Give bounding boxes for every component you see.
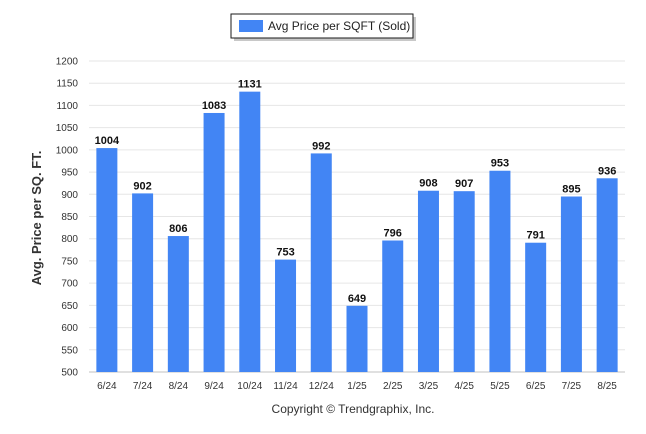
bar	[132, 193, 154, 372]
data-label: 936	[598, 165, 616, 177]
x-tick-label: 7/24	[133, 381, 153, 392]
x-tick-label: 8/25	[597, 381, 617, 392]
y-tick-label: 1100	[56, 101, 78, 112]
data-label: 1083	[202, 100, 226, 112]
y-axis-label: Avg. Price per SQ. FT.	[29, 151, 44, 286]
data-label: 1004	[95, 135, 120, 147]
data-label: 796	[384, 227, 402, 239]
x-tick-label: 6/25	[526, 381, 546, 392]
data-label: 753	[276, 247, 294, 259]
bar	[167, 236, 189, 372]
y-tick-label: 500	[61, 368, 78, 379]
legend-swatch	[239, 20, 263, 32]
y-tick-label: 1150	[56, 79, 78, 90]
data-label: 806	[169, 223, 187, 235]
bar	[489, 170, 511, 372]
bar	[346, 305, 368, 372]
data-labels: 1004 902 806 1083 1131 753 992 649 796 908 907 953 7…	[95, 79, 617, 305]
y-tick-label: 700	[61, 279, 78, 290]
data-label: 902	[133, 180, 151, 192]
bar	[417, 190, 439, 372]
bar	[453, 191, 475, 372]
y-tick-label: 650	[61, 301, 78, 312]
bars	[96, 91, 618, 373]
data-label: 895	[562, 184, 580, 196]
legend-label: Avg Price per SQFT (Sold)	[268, 19, 410, 33]
data-label: 992	[312, 140, 330, 152]
y-tick-label: 850	[61, 212, 78, 223]
y-tick-label: 1200	[56, 57, 79, 68]
bar	[275, 259, 297, 372]
y-tick-label: 550	[61, 345, 78, 356]
bar	[239, 91, 261, 373]
bar	[596, 178, 618, 372]
legend: Avg Price per SQFT (Sold)	[230, 13, 416, 41]
x-tick-label: 10/24	[237, 381, 262, 392]
data-label: 649	[348, 293, 366, 305]
y-tick-label: 900	[61, 190, 78, 201]
x-tick-label: 8/24	[169, 381, 189, 392]
data-label: 1131	[238, 79, 262, 91]
x-tick-label: 3/25	[419, 381, 439, 392]
y-tick-label: 950	[61, 168, 78, 179]
x-tick-label: 9/24	[204, 381, 224, 392]
data-label: 791	[526, 230, 544, 242]
y-tick-label: 1000	[56, 145, 79, 156]
x-tick-label: 4/25	[454, 381, 474, 392]
copyright-footer: Copyright © Trendgraphix, Inc.	[272, 402, 435, 416]
x-tick-label: 6/24	[97, 381, 117, 392]
bar	[203, 112, 225, 372]
bar	[525, 242, 547, 372]
bar	[310, 153, 332, 372]
x-tick-label: 5/25	[490, 381, 510, 392]
x-tick-label: 7/25	[562, 381, 582, 392]
y-tick-labels: 500 550 600 650 700 750 800 850 900 950 1000 1050 11…	[56, 57, 79, 379]
bar	[382, 240, 404, 372]
y-tick-label: 1050	[56, 123, 79, 134]
data-label: 908	[419, 178, 437, 190]
bar	[560, 196, 582, 372]
x-tick-label: 2/25	[383, 381, 403, 392]
bar	[96, 148, 118, 372]
y-tick-label: 750	[61, 256, 78, 267]
x-tick-labels: 6/24 7/24 8/24 9/24 10/24 11/24 12/24 1/25 2/25 3…	[97, 381, 617, 392]
y-tick-label: 600	[61, 323, 78, 334]
x-tick-label: 11/24	[273, 381, 298, 392]
data-label: 953	[491, 158, 509, 170]
x-tick-label: 12/24	[309, 381, 334, 392]
data-label: 907	[455, 178, 473, 190]
x-tick-label: 1/25	[347, 381, 367, 392]
y-tick-label: 800	[61, 234, 78, 245]
